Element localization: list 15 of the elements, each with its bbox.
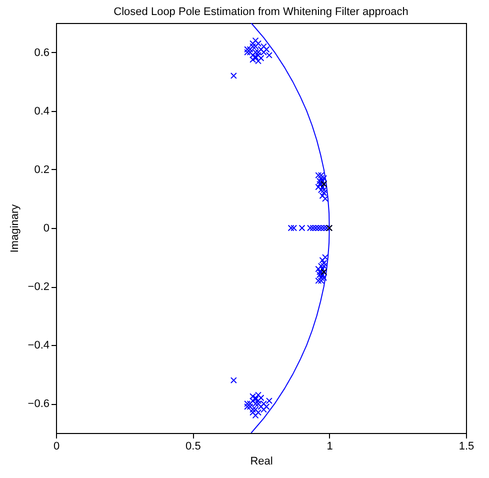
x-tick-label: 0 (53, 440, 60, 452)
y-axis-title: Imaginary (8, 204, 21, 253)
line-series (250, 23, 330, 433)
y-tick-label: 0.4 (34, 105, 50, 118)
y-tick-label: 0.6 (34, 46, 50, 59)
y-tick-label: 0 (43, 222, 50, 234)
y-tick-label: −0.2 (28, 281, 50, 294)
x-axis-title: Real (250, 456, 273, 468)
y-tick-label: −0.6 (28, 398, 50, 410)
chart-title: Closed Loop Pole Estimation from Whitening Filter approach (114, 6, 408, 18)
x-tick-label: 1 (326, 440, 333, 452)
x-tick-label: 0.5 (186, 440, 201, 452)
y-tick-label: −0.4 (28, 340, 50, 352)
x-tick-label: 1.5 (458, 440, 474, 452)
y-tick-label: 0.2 (34, 164, 50, 176)
